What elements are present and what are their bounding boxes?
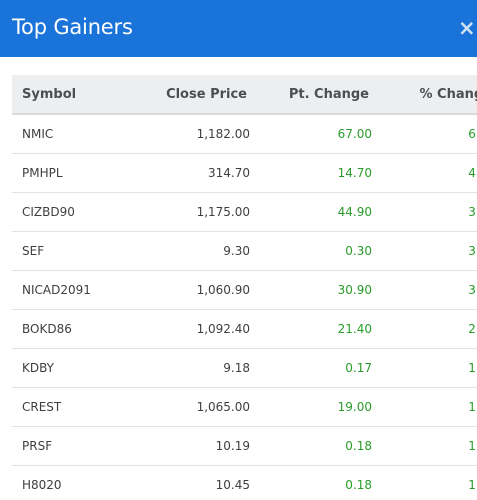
pt-change-cell: 44.90	[250, 192, 381, 232]
close-price-cell: 9.30	[142, 231, 250, 271]
pt-change-cell: 19.00	[250, 387, 381, 427]
pt-change-cell: 30.90	[250, 270, 381, 310]
close-price-cell: 10.19	[142, 426, 250, 466]
table-header-row: Symbol Close Price Pt. Change % Change	[12, 75, 477, 115]
pct-change-cell: 3.33	[381, 231, 477, 271]
symbol-cell: BOKD86	[12, 309, 142, 349]
close-price-cell: 10.45	[142, 465, 250, 500]
symbol-cell: H8020	[12, 465, 142, 500]
pct-change-cell: 3.97	[381, 192, 477, 232]
column-header-pt-change[interactable]: Pt. Change	[250, 75, 381, 115]
close-price-cell: 1,065.00	[142, 387, 250, 427]
gainers-table-container: Symbol Close Price Pt. Change % Change N…	[12, 75, 477, 500]
dialog-header: Top Gainers ×	[0, 0, 477, 57]
pct-change-cell: 2.00	[381, 309, 477, 349]
symbol-cell: PRSF	[12, 426, 142, 466]
table-row[interactable]: NICAD2091 1,060.90 30.90 3.00	[12, 270, 477, 310]
column-header-pct-change[interactable]: % Change	[381, 75, 477, 115]
table-row[interactable]: KDBY 9.18 0.17 1.89	[12, 348, 477, 388]
dialog-title: Top Gainers	[12, 15, 133, 39]
close-price-cell: 314.70	[142, 153, 250, 193]
close-price-cell: 1,182.00	[142, 114, 250, 154]
table-row[interactable]: PRSF 10.19 0.18 1.80	[12, 426, 477, 466]
pct-change-cell: 4.90	[381, 153, 477, 193]
column-header-close-price[interactable]: Close Price	[142, 75, 250, 115]
close-price-cell: 1,060.90	[142, 270, 250, 310]
table-row[interactable]: NMIC 1,182.00 67.00 6.01	[12, 114, 477, 154]
close-icon[interactable]: ×	[458, 16, 476, 40]
pt-change-cell: 14.70	[250, 153, 381, 193]
table-row[interactable]: PMHPL 314.70 14.70 4.90	[12, 153, 477, 193]
pct-change-cell: 6.01	[381, 114, 477, 154]
pct-change-cell: 3.00	[381, 270, 477, 310]
symbol-cell: KDBY	[12, 348, 142, 388]
pct-change-cell: 1.80	[381, 426, 477, 466]
symbol-cell: NMIC	[12, 114, 142, 154]
pt-change-cell: 0.18	[250, 426, 381, 466]
table-row[interactable]: SEF 9.30 0.30 3.33	[12, 231, 477, 271]
symbol-cell: SEF	[12, 231, 142, 271]
symbol-cell: NICAD2091	[12, 270, 142, 310]
symbol-cell: CIZBD90	[12, 192, 142, 232]
pt-change-cell: 0.18	[250, 465, 381, 500]
pt-change-cell: 21.40	[250, 309, 381, 349]
symbol-cell: CREST	[12, 387, 142, 427]
pct-change-cell: 1.89	[381, 348, 477, 388]
symbol-cell: PMHPL	[12, 153, 142, 193]
table-row[interactable]: CIZBD90 1,175.00 44.90 3.97	[12, 192, 477, 232]
close-price-cell: 1,092.40	[142, 309, 250, 349]
close-price-cell: 9.18	[142, 348, 250, 388]
table-row[interactable]: CREST 1,065.00 19.00 1.82	[12, 387, 477, 427]
pt-change-cell: 67.00	[250, 114, 381, 154]
pt-change-cell: 0.17	[250, 348, 381, 388]
close-price-cell: 1,175.00	[142, 192, 250, 232]
table-row[interactable]: H8020 10.45 0.18 1.75	[12, 465, 477, 500]
pt-change-cell: 0.30	[250, 231, 381, 271]
pct-change-cell: 1.75	[381, 465, 477, 500]
column-header-symbol[interactable]: Symbol	[12, 75, 142, 115]
table-row[interactable]: BOKD86 1,092.40 21.40 2.00	[12, 309, 477, 349]
pct-change-cell: 1.82	[381, 387, 477, 427]
gainers-table: Symbol Close Price Pt. Change % Change N…	[12, 75, 477, 500]
